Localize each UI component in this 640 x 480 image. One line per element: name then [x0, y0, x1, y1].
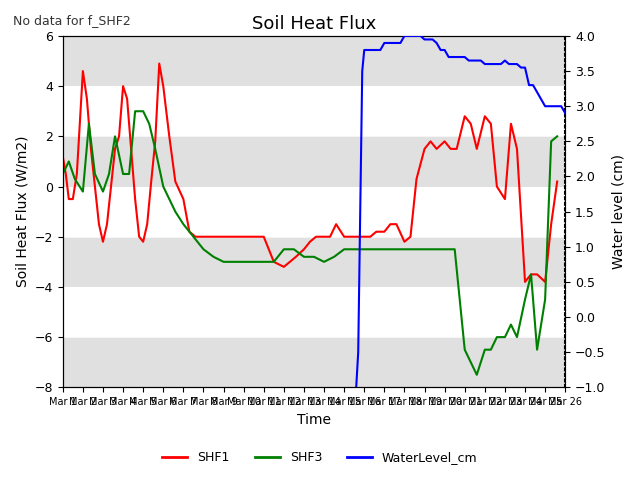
- Y-axis label: Water level (cm): Water level (cm): [611, 154, 625, 269]
- Legend: SHF1, SHF3, WaterLevel_cm: SHF1, SHF3, WaterLevel_cm: [157, 446, 483, 469]
- Bar: [63, 237, 565, 287]
- X-axis label: Time: Time: [297, 413, 331, 427]
- Bar: [63, 337, 565, 387]
- Title: Soil Heat Flux: Soil Heat Flux: [252, 15, 376, 33]
- Text: EE_met: EE_met: [0, 479, 1, 480]
- Text: No data for f_SHF2: No data for f_SHF2: [13, 14, 131, 27]
- Y-axis label: Soil Heat Flux (W/m2): Soil Heat Flux (W/m2): [15, 136, 29, 288]
- Bar: [63, 36, 565, 86]
- Bar: [63, 136, 565, 187]
